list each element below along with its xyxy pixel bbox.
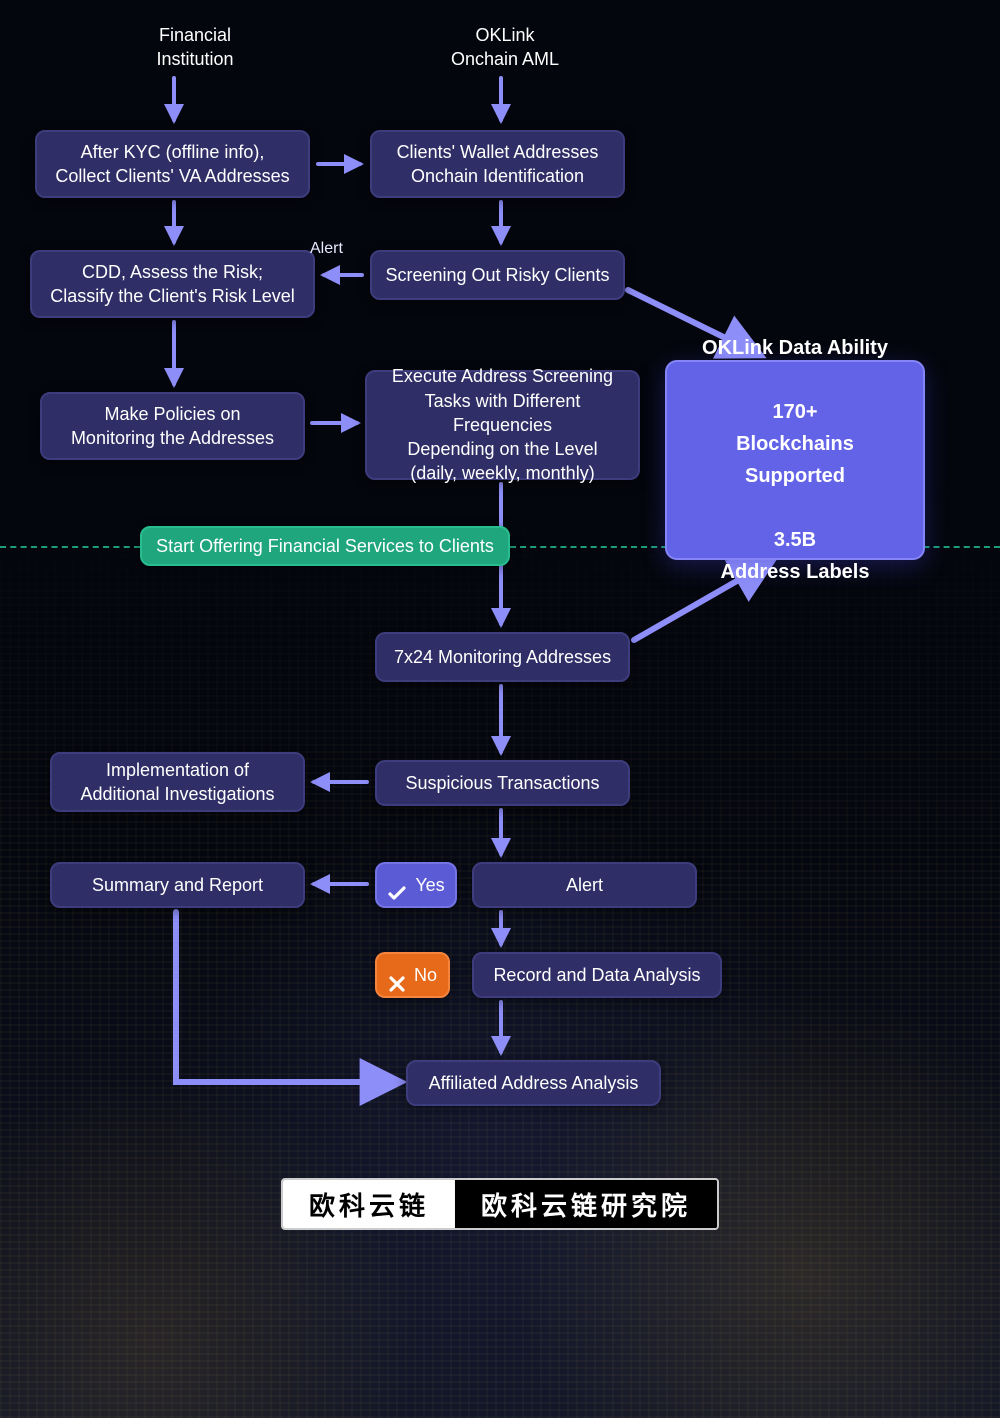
footer-brand: 欧科云链 — [283, 1180, 455, 1228]
node-record-analysis: Record and Data Analysis — [472, 952, 722, 998]
node-alert: Alert — [472, 862, 697, 908]
node-screening-risky: Screening Out Risky Clients — [370, 250, 625, 300]
dash-line-left — [0, 546, 140, 548]
node-yes: Yes — [375, 862, 457, 908]
node-7x24-monitoring: 7x24 Monitoring Addresses — [375, 632, 630, 682]
background-city — [0, 468, 1000, 1418]
node-wallet-identification: Clients' Wallet Addresses Onchain Identi… — [370, 130, 625, 198]
label-alert: Alert — [310, 240, 343, 258]
header-financial-institution: Financial Institution — [125, 23, 265, 72]
node-no-label: No — [414, 963, 437, 987]
node-additional-investigations: Implementation of Additional Investigati… — [50, 752, 305, 812]
node-after-kyc: After KYC (offline info), Collect Client… — [35, 130, 310, 198]
footer-banner: 欧科云链 欧科云链研究院 — [281, 1178, 719, 1230]
node-no: No — [375, 952, 450, 998]
x-icon — [388, 951, 406, 1000]
node-cdd-risk: CDD, Assess the Risk; Classify the Clien… — [30, 250, 315, 318]
node-start-services: Start Offering Financial Services to Cli… — [140, 526, 510, 566]
node-execute-screening: Execute Address Screening Tasks with Dif… — [365, 370, 640, 480]
node-yes-label: Yes — [415, 873, 444, 897]
node-suspicious-transactions: Suspicious Transactions — [375, 760, 630, 806]
node-make-policies: Make Policies on Monitoring the Addresse… — [40, 392, 305, 460]
node-summary-report: Summary and Report — [50, 862, 305, 908]
node-affiliated-analysis: Affiliated Address Analysis — [406, 1060, 661, 1106]
footer-institute: 欧科云链研究院 — [455, 1180, 717, 1228]
header-oklink-onchain-aml: OKLink Onchain AML — [425, 23, 585, 72]
panel-oklink-data-ability: OKLink Data Ability 170+ Blockchains Sup… — [665, 360, 925, 560]
check-icon — [387, 860, 407, 911]
